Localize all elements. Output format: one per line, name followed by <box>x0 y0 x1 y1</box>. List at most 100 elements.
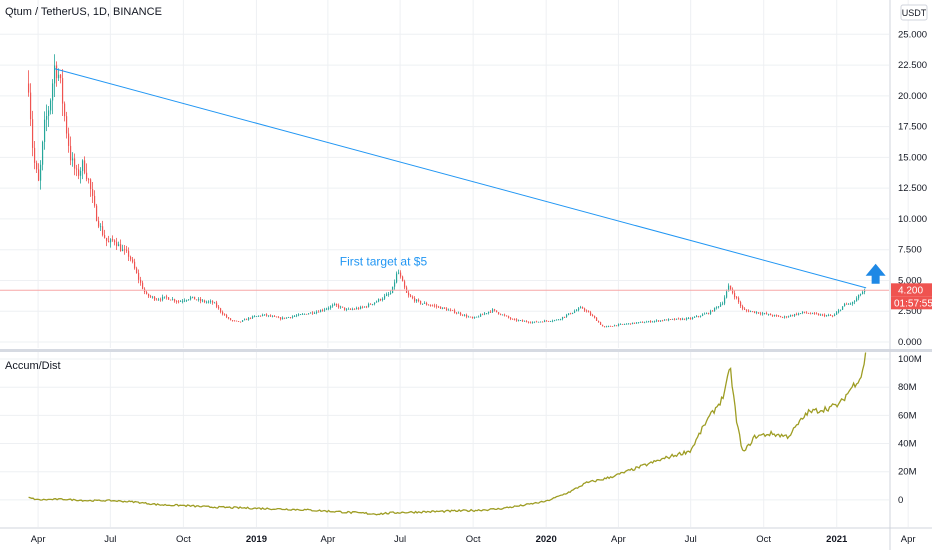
candle-body <box>61 78 64 104</box>
price-tick-label: 0.000 <box>898 337 922 348</box>
annotation-first-target[interactable]: First target at $5 <box>340 255 428 269</box>
candle-body <box>345 309 348 310</box>
candle-body <box>743 308 746 310</box>
candle-body <box>835 312 838 315</box>
indicator-tick-label: 0 <box>898 495 903 506</box>
candle-body <box>715 306 718 308</box>
time-axis-labels[interactable]: Apr Jul Oct 2019 Apr Jul Oct 2020 Apr Jul Oct 2021 A… <box>31 534 916 545</box>
currency-label: USDT <box>902 8 927 18</box>
candle-body <box>567 313 570 315</box>
candle-body <box>233 320 236 322</box>
candle-body <box>181 300 184 302</box>
price-pane[interactable]: First target at $5 Qtum / TetherUS, 1D, … <box>0 6 889 328</box>
candle-body <box>425 303 428 305</box>
candle-body <box>393 282 396 287</box>
candle-body <box>739 302 742 307</box>
candle-body <box>709 310 712 314</box>
candle-body <box>165 296 168 298</box>
candle-body <box>353 309 356 310</box>
candlestick-series <box>27 54 866 328</box>
candle-body <box>215 302 218 307</box>
indicator-axis-labels[interactable]: 0 20M 40M 60M 80M 100M <box>898 354 922 506</box>
candle-body <box>857 294 860 299</box>
candle-body <box>265 314 268 316</box>
candle-body <box>559 319 562 320</box>
candle-body <box>729 285 732 290</box>
candle-body <box>321 310 324 311</box>
price-axis-labels[interactable]: 0.000 2.500 5.000 7.500 10.000 12.500 15.000 17… <box>898 29 927 348</box>
currency-badge[interactable] <box>900 4 928 21</box>
candle-body <box>501 314 504 316</box>
candle-body <box>415 299 418 302</box>
candle-body <box>381 298 384 301</box>
candle-body <box>283 317 286 319</box>
candle-body <box>249 317 252 319</box>
candle-body <box>551 320 554 322</box>
candle-body <box>33 147 36 163</box>
candle-body <box>103 235 106 238</box>
arrow-up-icon[interactable] <box>865 263 886 284</box>
candle-body <box>653 321 656 322</box>
candle-body <box>643 322 646 324</box>
candle-body <box>657 320 660 322</box>
candle-body <box>207 301 210 303</box>
pane-separator[interactable] <box>0 349 932 352</box>
candle-body <box>39 164 42 181</box>
candle-body <box>113 240 116 243</box>
candle-body <box>319 310 322 313</box>
candle-countdown-tag <box>891 296 932 310</box>
candle-body <box>479 314 482 317</box>
candle-body <box>375 301 378 303</box>
candle-body <box>189 297 192 300</box>
candle-body <box>89 179 92 190</box>
candle-body <box>325 308 328 310</box>
candle-body <box>341 306 344 308</box>
candle-body <box>685 318 688 320</box>
accum-dist-pane[interactable]: Accum/Dist <box>5 352 867 516</box>
price-tick-label: 25.000 <box>898 29 927 40</box>
candle-body <box>351 309 354 310</box>
indicator-title: Accum/Dist <box>5 360 61 372</box>
candle-body <box>831 315 834 317</box>
candle-body <box>611 326 614 327</box>
candle-body <box>43 119 46 142</box>
price-tick-label: 10.000 <box>898 214 927 225</box>
price-tick-label: 5.000 <box>898 275 922 286</box>
candle-body <box>619 324 622 325</box>
candle-body <box>197 298 200 300</box>
time-tick-label: Oct <box>176 534 191 545</box>
candle-body <box>261 314 264 316</box>
candle-body <box>111 239 114 241</box>
candle-body <box>675 318 678 320</box>
candle-body <box>373 302 376 305</box>
price-tick-label: 7.500 <box>898 245 922 256</box>
candle-body <box>635 322 638 324</box>
candle-body <box>409 295 412 297</box>
candle-body <box>277 317 280 319</box>
candle-body <box>359 306 362 309</box>
candle-body <box>765 313 768 315</box>
candle-body <box>683 318 686 320</box>
candle-body <box>491 309 494 312</box>
candle-body <box>211 301 214 303</box>
candle-body <box>209 301 212 303</box>
candle-body <box>811 312 814 314</box>
candle-body <box>671 318 674 320</box>
candle-body <box>327 308 330 309</box>
candle-body <box>541 321 544 323</box>
candle-body <box>553 320 556 321</box>
candle-body <box>547 321 550 322</box>
price-tick-label: 20.000 <box>898 91 927 102</box>
candle-body <box>783 316 786 318</box>
candle-body <box>785 316 788 318</box>
candle-body <box>163 296 166 298</box>
candle-body <box>745 309 748 311</box>
candle-body <box>47 110 50 116</box>
trend-line[interactable] <box>54 68 867 289</box>
candle-body <box>107 240 110 243</box>
candle-body <box>379 299 382 301</box>
candle-body <box>697 316 700 317</box>
candle-body <box>407 292 410 296</box>
candle-body <box>779 316 782 318</box>
